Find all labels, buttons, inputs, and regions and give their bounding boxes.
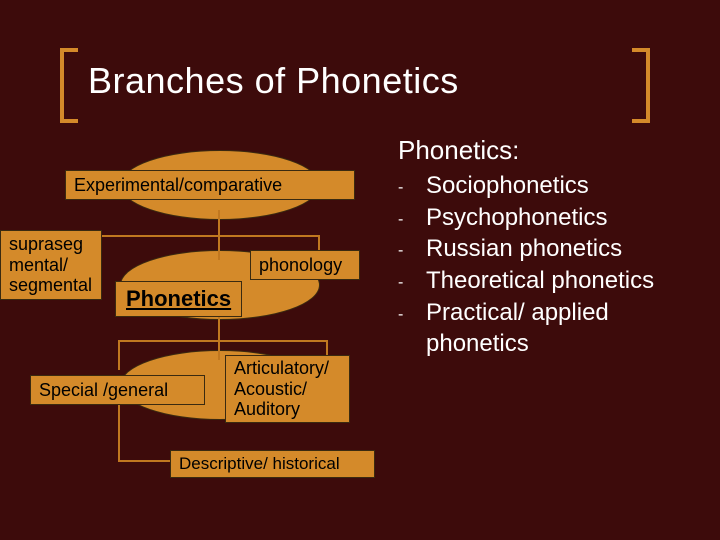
node-center-phonetics: Phonetics <box>115 281 242 317</box>
dash-icon: - <box>398 233 426 265</box>
list-item: -Sociophonetics <box>398 170 710 202</box>
list-item: -Psychophonetics <box>398 202 710 234</box>
bracket-right <box>632 48 650 123</box>
dash-icon: - <box>398 265 426 297</box>
dash-icon: - <box>398 297 426 360</box>
list-item-label: Psychophonetics <box>426 202 607 234</box>
node-supraseg: supraseg mental/ segmental <box>0 230 102 300</box>
conn-bl-down <box>118 340 120 370</box>
dash-icon: - <box>398 170 426 202</box>
node-label: Articulatory/ Acoustic/ Auditory <box>226 354 349 424</box>
list-item-label: Theoretical phonetics <box>426 265 654 297</box>
title-bar: Branches of Phonetics <box>60 48 650 123</box>
conn-center-bottom <box>218 315 220 360</box>
node-experimental: Experimental/comparative <box>65 170 355 200</box>
list-item: -Theoretical phonetics <box>398 265 710 297</box>
list-item-label: Russian phonetics <box>426 233 622 265</box>
conn-desc-v <box>118 400 120 460</box>
branches-diagram: Experimental/comparative supraseg mental… <box>0 150 400 530</box>
list-item-label: Practical/ applied phonetics <box>426 297 710 360</box>
list-item: -Practical/ applied phonetics <box>398 297 710 360</box>
phonetics-list: -Sociophonetics -Psychophonetics -Russia… <box>398 170 710 360</box>
right-text-panel: Phonetics: -Sociophonetics -Psychophonet… <box>398 135 710 360</box>
node-articulatory: Articulatory/ Acoustic/ Auditory <box>225 355 350 423</box>
node-phonology: phonology <box>250 250 360 280</box>
list-item: -Russian phonetics <box>398 233 710 265</box>
dash-icon: - <box>398 202 426 234</box>
node-label: phonology <box>251 251 350 280</box>
node-label: supraseg mental/ segmental <box>1 230 101 300</box>
node-descriptive: Descriptive/ historical <box>170 450 375 478</box>
conn-h-bottom <box>118 340 328 342</box>
right-heading: Phonetics: <box>398 135 710 166</box>
page-title: Branches of Phonetics <box>88 60 459 102</box>
node-special-general: Special /general <box>30 375 205 405</box>
node-label: Descriptive/ historical <box>171 450 348 478</box>
node-label: Experimental/comparative <box>66 171 290 200</box>
bracket-left <box>60 48 78 123</box>
list-item-label: Sociophonetics <box>426 170 589 202</box>
node-label: Special /general <box>31 376 176 405</box>
